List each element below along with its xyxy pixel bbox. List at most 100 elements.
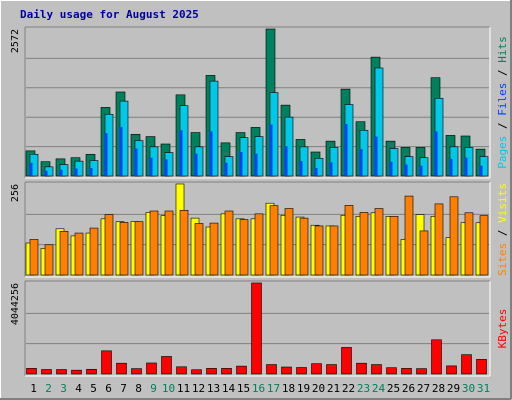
bar-files	[74, 168, 78, 176]
bar-files	[344, 123, 348, 176]
x-tick-label: 22	[342, 382, 355, 395]
x-tick-label: 27	[417, 382, 430, 395]
x-tick-label: 14	[222, 382, 236, 395]
bar-sites	[449, 196, 459, 276]
bar-kbytes	[386, 367, 397, 375]
bar-pages	[329, 147, 339, 177]
bar-sites	[404, 195, 414, 276]
panel-requests: 2572 Pages / Files / Hits	[10, 26, 509, 179]
bar-kbytes	[131, 368, 142, 375]
bar-sites	[299, 217, 309, 276]
x-tick-label: 10	[162, 382, 175, 395]
bar-sites	[314, 225, 324, 276]
bar-kbytes	[236, 365, 247, 375]
bar-kbytes	[266, 364, 277, 375]
bar-files	[89, 167, 93, 176]
series-label-hits: Hits	[496, 36, 509, 63]
x-tick-label: 5	[90, 382, 97, 395]
x-tick-label: 19	[297, 382, 310, 395]
x-tick-label: 24	[372, 382, 386, 395]
bar-pages	[209, 80, 219, 177]
bar-files	[104, 133, 108, 176]
x-tick-label: 2	[45, 382, 52, 395]
x-tick-label: 6	[105, 382, 112, 395]
series-label-kbytes: KBytes	[496, 309, 509, 349]
bar-kbytes	[221, 368, 232, 375]
bar-files	[29, 162, 33, 176]
panel-visitors-max-label: 256	[10, 184, 21, 202]
bar-sites	[179, 210, 189, 276]
bar-sites	[464, 212, 474, 276]
bar-files	[359, 149, 363, 176]
bar-files	[254, 153, 258, 176]
bar-kbytes	[356, 362, 367, 375]
bar-sites	[344, 205, 354, 276]
bar-files	[479, 165, 483, 176]
x-tick-label: 12	[192, 382, 205, 395]
x-tick-label: 7	[120, 382, 127, 395]
x-tick-label: 15	[237, 382, 250, 395]
bar-sites	[434, 203, 444, 276]
bar-files	[314, 167, 318, 176]
bar-kbytes	[41, 369, 52, 375]
bar-sites	[164, 210, 174, 276]
bar-sites	[74, 232, 84, 276]
bar-sites	[104, 214, 114, 276]
series-label-separator: /	[496, 223, 509, 243]
bar-kbytes	[311, 363, 322, 375]
series-label-visits: Visits	[496, 183, 509, 223]
bar-files	[299, 161, 303, 176]
x-tick-label: 13	[207, 382, 220, 395]
bar-files	[449, 158, 453, 176]
x-tick-label: 8	[135, 382, 142, 395]
bar-files	[179, 130, 183, 176]
bar-kbytes	[401, 368, 412, 375]
bar-kbytes	[146, 362, 157, 375]
bar-sites	[224, 210, 234, 276]
bar-sites	[359, 212, 369, 276]
x-tick-label: 28	[432, 382, 445, 395]
x-tick-label: 23	[357, 382, 370, 395]
bar-files	[269, 124, 273, 176]
x-axis-ticks: 1 2 3 4 5 6 7 8 9 10 11 12 13 14 15 16 17 18 19 20 21 22 23 24 2…	[30, 382, 490, 395]
panel-kbytes-series-labels: KBytes	[496, 309, 509, 349]
bar-files	[209, 131, 213, 176]
bar-kbytes	[86, 368, 97, 375]
bar-kbytes	[446, 365, 457, 375]
panel-visitors-series-labels: Sites / Visits	[496, 183, 509, 276]
bar-sites	[269, 205, 279, 276]
bar-sites	[149, 210, 159, 276]
bar-sites	[329, 225, 339, 276]
bar-sites	[479, 215, 489, 276]
bar-files	[389, 161, 393, 176]
bar-sites	[194, 223, 204, 276]
x-tick-label: 18	[282, 382, 295, 395]
bar-sites	[419, 230, 429, 276]
x-tick-label: 31	[477, 382, 490, 395]
panel-visitors: 256 Sites / Visits	[10, 181, 509, 278]
bar-kbytes	[251, 282, 262, 375]
bar-sites	[59, 230, 69, 276]
bar-sites	[119, 222, 129, 276]
series-label-pages: Pages	[496, 136, 509, 169]
bar-files	[194, 153, 198, 176]
panel-requests-max-label: 2572	[10, 29, 21, 53]
bar-kbytes	[191, 369, 202, 375]
x-tick-label: 4	[75, 382, 82, 395]
bar-files	[119, 126, 123, 176]
bar-sites	[209, 222, 219, 276]
bar-files	[44, 170, 48, 176]
chart-title: Daily usage for August 2025	[20, 8, 199, 21]
bar-sites	[389, 216, 399, 276]
bar-files	[239, 151, 243, 176]
bar-kbytes	[161, 356, 172, 375]
x-tick-label: 29	[447, 382, 460, 395]
panel-kbytes-max-label: 4044256	[10, 283, 21, 325]
bar-files	[224, 162, 228, 176]
bar-sites	[254, 213, 264, 276]
bar-kbytes	[206, 368, 217, 375]
bar-kbytes	[296, 367, 307, 375]
bar-kbytes	[56, 369, 67, 375]
series-label-separator: /	[496, 63, 509, 83]
